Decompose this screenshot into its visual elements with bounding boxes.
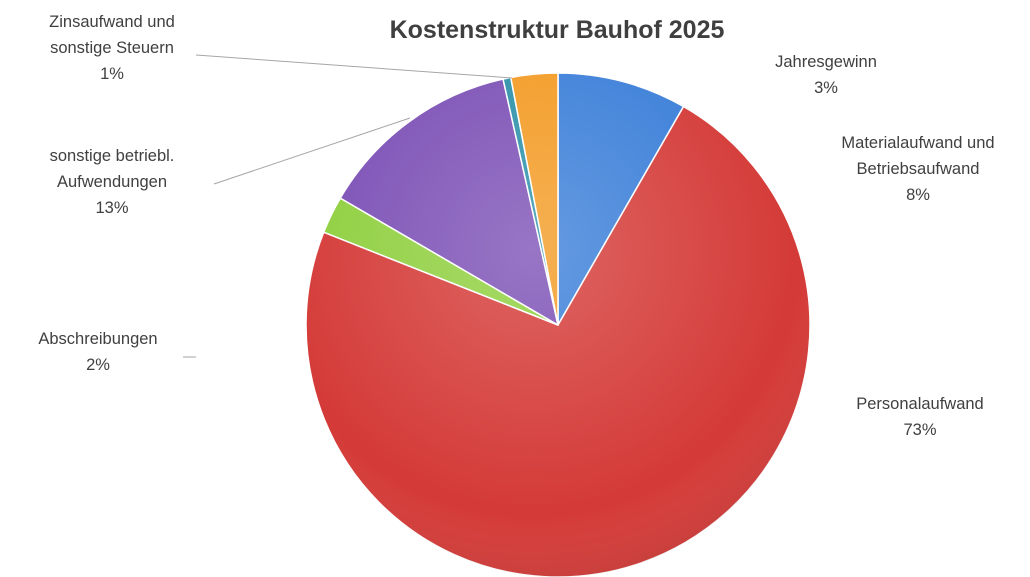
chart-title: Kostenstruktur Bauhof 2025 bbox=[390, 16, 725, 44]
leader-line-3 bbox=[213, 117, 411, 185]
data-label-4: Zinsaufwand und sonstige Steuern 1% bbox=[49, 13, 175, 83]
data-label-category: Betriebsaufwand bbox=[857, 160, 980, 178]
data-labels: Materialaufwand und Betriebsaufwand 8% Pers… bbox=[38, 13, 994, 439]
data-label-category: sonstige Steuern bbox=[50, 39, 174, 57]
data-label-5: Jahresgewinn 3% bbox=[775, 53, 877, 97]
data-label-2: Abschreibungen 2% bbox=[38, 330, 157, 374]
data-label-percent: 13% bbox=[95, 199, 128, 217]
data-label-3: sonstige betriebl. Aufwendungen 13% bbox=[50, 147, 175, 217]
data-label-percent: 2% bbox=[86, 356, 110, 374]
data-label-category: Personalaufwand bbox=[856, 395, 984, 413]
leader-line-4 bbox=[195, 54, 513, 79]
data-label-percent: 1% bbox=[100, 65, 124, 83]
data-label-1: Personalaufwand 73% bbox=[856, 395, 984, 439]
data-label-category: Abschreibungen bbox=[38, 330, 157, 348]
leader-lines bbox=[183, 54, 513, 358]
data-label-category: sonstige betriebl. bbox=[50, 147, 175, 165]
pie-slices bbox=[305, 72, 811, 577]
data-label-category: Aufwendungen bbox=[57, 173, 167, 191]
data-label-category: Jahresgewinn bbox=[775, 53, 877, 71]
data-label-percent: 8% bbox=[906, 186, 930, 204]
data-label-0: Materialaufwand und Betriebsaufwand 8% bbox=[841, 134, 994, 204]
data-label-percent: 73% bbox=[903, 421, 936, 439]
data-label-percent: 3% bbox=[814, 79, 838, 97]
data-label-category: Zinsaufwand und bbox=[49, 13, 175, 31]
data-label-category: Materialaufwand und bbox=[841, 134, 994, 152]
